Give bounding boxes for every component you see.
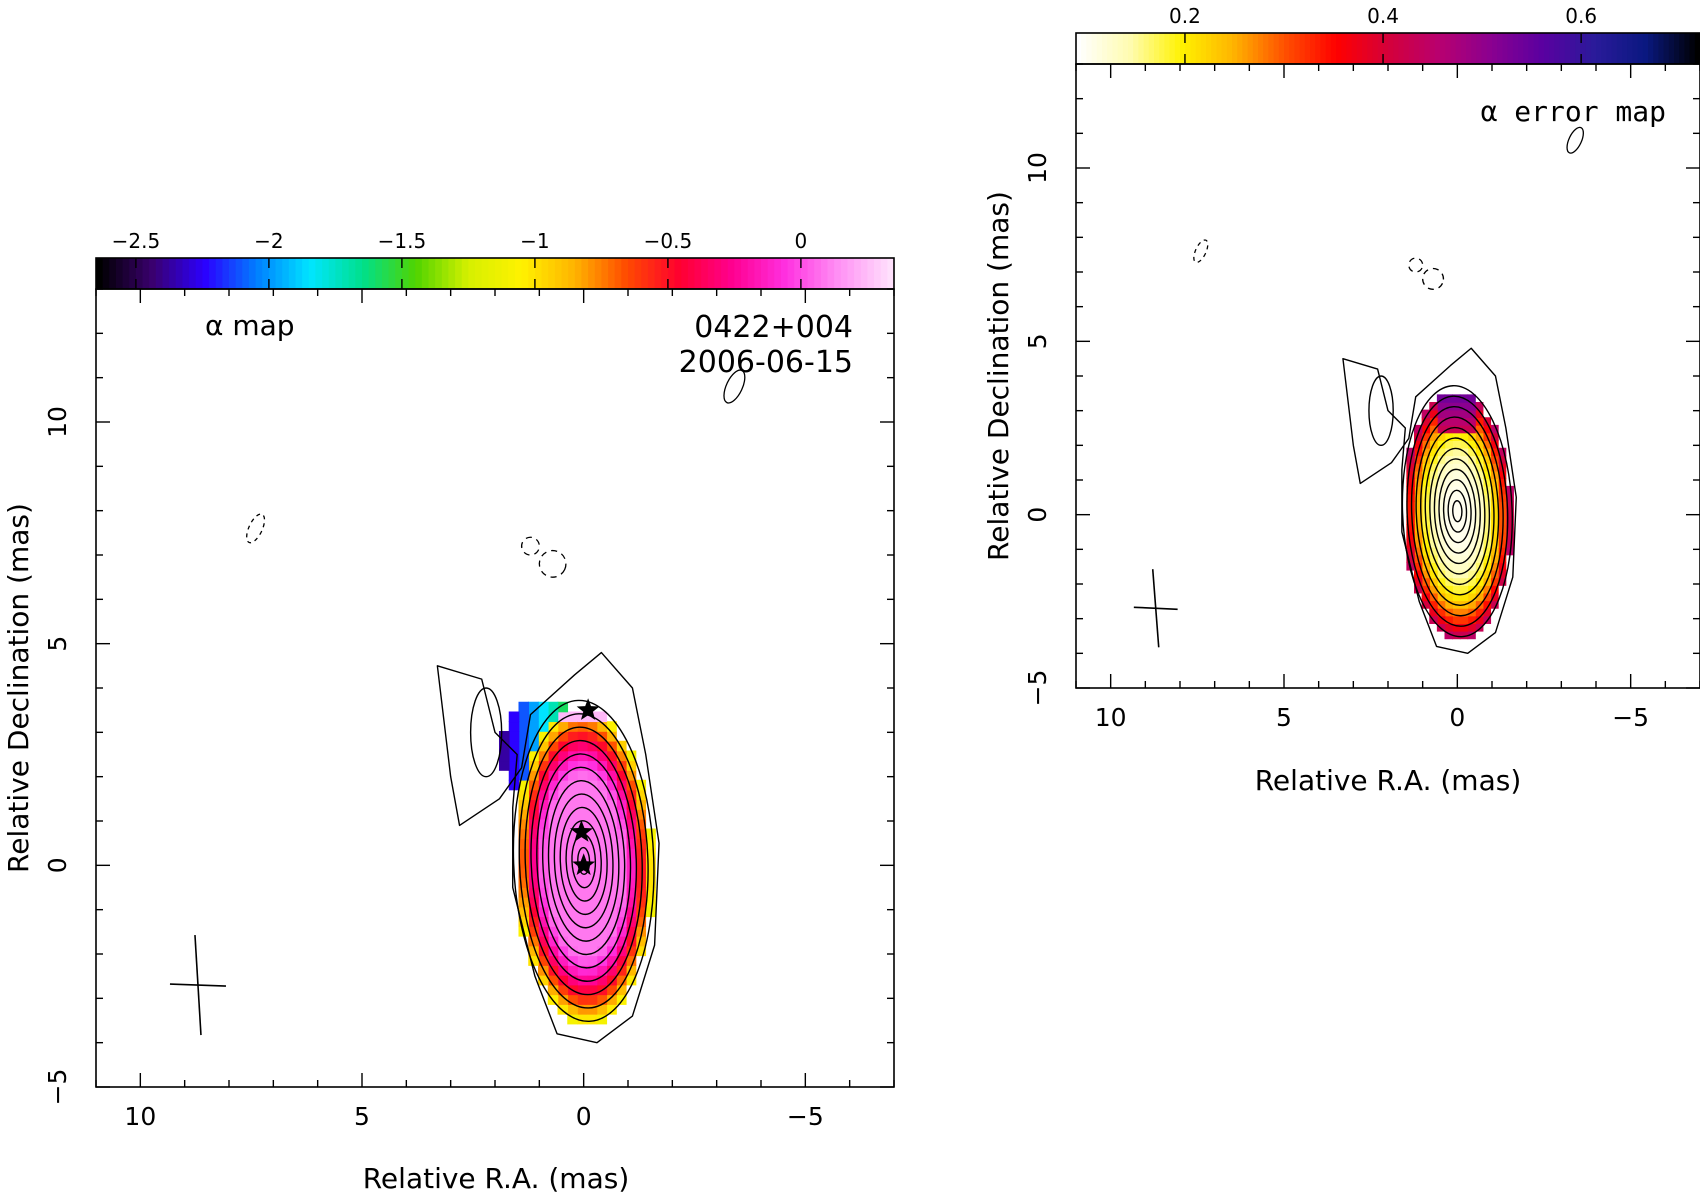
alpha-map-label: α map: [205, 309, 295, 342]
colorbar-tick-label: −0.5: [644, 229, 693, 253]
contour-line: [1424, 437, 1491, 586]
contour-line: [1406, 395, 1509, 627]
contour-line: [1429, 447, 1486, 575]
colorbar-tick-label: 0.4: [1367, 4, 1399, 28]
alpha-error-map-xlabel: Relative R.A. (mas): [1255, 764, 1522, 797]
alpha-error-map-label: α error map: [1481, 95, 1666, 128]
noise-contour: [246, 513, 266, 544]
alpha-error-map-y-tick-label: −5: [1023, 670, 1052, 707]
alpha-error-map-panel: 0.2 0.4 0.6 10 5 0 −5 −5 0 5 10 α error map Relat…: [982, 4, 1700, 797]
alpha-error-map-x-tick-label: −5: [1612, 703, 1649, 732]
colorbar-tick-label: −2: [254, 229, 283, 253]
noise-contour: [1566, 126, 1584, 154]
alpha-error-map-x-tick-label: 5: [1276, 703, 1292, 732]
observation-date: 2006-06-15: [679, 345, 853, 380]
alpha-map-y-tick-label: 5: [43, 636, 72, 652]
alpha-map-y-tick-label: 0: [43, 857, 72, 873]
contour-line: [530, 739, 638, 982]
contour-line: [565, 820, 602, 902]
contour-line: [1447, 489, 1468, 533]
alpha-map-panel: −2.5 −2 −1.5 −1 −0.5 0 10 5 0 −5 −5 0 5 10 α map 042…: [2, 229, 895, 1195]
alpha-map-x-tick-label: 0: [576, 1102, 592, 1131]
alpha-colorbar: −2.5 −2 −1.5 −1 −0.5 0: [95, 229, 895, 290]
colorbar-tick-label: 0: [795, 229, 808, 253]
contour-line: [518, 713, 649, 1009]
component-star: [570, 820, 593, 842]
noise-contour: [1408, 257, 1424, 273]
alpha-map-ylabel: Relative Declination (mas): [2, 503, 35, 873]
alpha-map-y-tick-label: 10: [43, 406, 72, 438]
contour-line: [577, 846, 591, 875]
alpha-error-map-y-tick-label: 0: [1023, 507, 1052, 523]
contour-line: [1438, 468, 1477, 554]
alpha-map-contours: [169, 369, 746, 1044]
alpha-error-map-frame: [1075, 63, 1700, 689]
alpha-map-x-tick-label: 10: [124, 1102, 156, 1131]
beam-minor-axis: [1133, 606, 1178, 611]
colorbar-tick-label: 0.2: [1169, 4, 1201, 28]
colorbar-tick-label: −1: [520, 229, 549, 253]
beam-minor-axis: [169, 983, 226, 987]
contour-line: [1410, 405, 1504, 617]
alpha-map-x-tick-label: 5: [354, 1102, 370, 1131]
alpha-error-map-ylabel: Relative Declination (mas): [982, 191, 1015, 561]
contour-line: [536, 753, 632, 969]
source-name: 0422+004: [694, 310, 853, 345]
component-star: [576, 698, 600, 720]
alpha-map-y-tick-label: −5: [43, 1069, 72, 1106]
contour-line: [1452, 500, 1463, 523]
alpha-error-map-contours: [1133, 126, 1584, 655]
contour-line: [1442, 479, 1472, 544]
alpha-map-xlabel: Relative R.A. (mas): [363, 1162, 630, 1195]
contour-line: [553, 793, 614, 929]
colorbar-tick-label: −2.5: [112, 229, 161, 253]
outer-contour: [1342, 347, 1517, 655]
noise-contour: [520, 536, 540, 556]
alpha-error-map-y-tick-label: 10: [1023, 152, 1052, 184]
colorbar-tick-label: 0.6: [1565, 4, 1597, 28]
contour-line: [1433, 458, 1481, 565]
alpha-error-map-y-tick-label: 5: [1023, 333, 1052, 349]
contour-line: [559, 806, 608, 916]
contour-line: [1415, 416, 1500, 606]
component-star: [572, 853, 596, 875]
contour-line: [541, 766, 626, 956]
alpha-error-map-x-tick-label: 10: [1095, 703, 1127, 732]
noise-contour: [723, 369, 746, 404]
noise-contour: [1422, 267, 1445, 290]
contour-line: [1420, 426, 1495, 596]
error-colorbar: 0.2 0.4 0.6: [1075, 4, 1700, 65]
noise-contour: [1193, 239, 1209, 264]
alpha-map-frame: [95, 288, 895, 1088]
contour-line: [512, 699, 655, 1023]
alpha-map-x-tick-label: −5: [787, 1102, 824, 1131]
colorbar-tick-label: −1.5: [378, 229, 427, 253]
contour-line: [524, 726, 643, 996]
noise-contour: [538, 549, 567, 578]
alpha-error-map-x-tick-label: 0: [1449, 703, 1465, 732]
inner-contour: [1368, 375, 1394, 447]
contour-line: [547, 779, 620, 942]
outer-contour: [436, 651, 660, 1044]
inner-contour: [469, 687, 503, 778]
